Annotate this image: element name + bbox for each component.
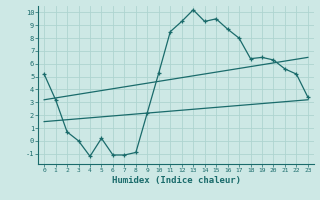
X-axis label: Humidex (Indice chaleur): Humidex (Indice chaleur) [111, 176, 241, 185]
